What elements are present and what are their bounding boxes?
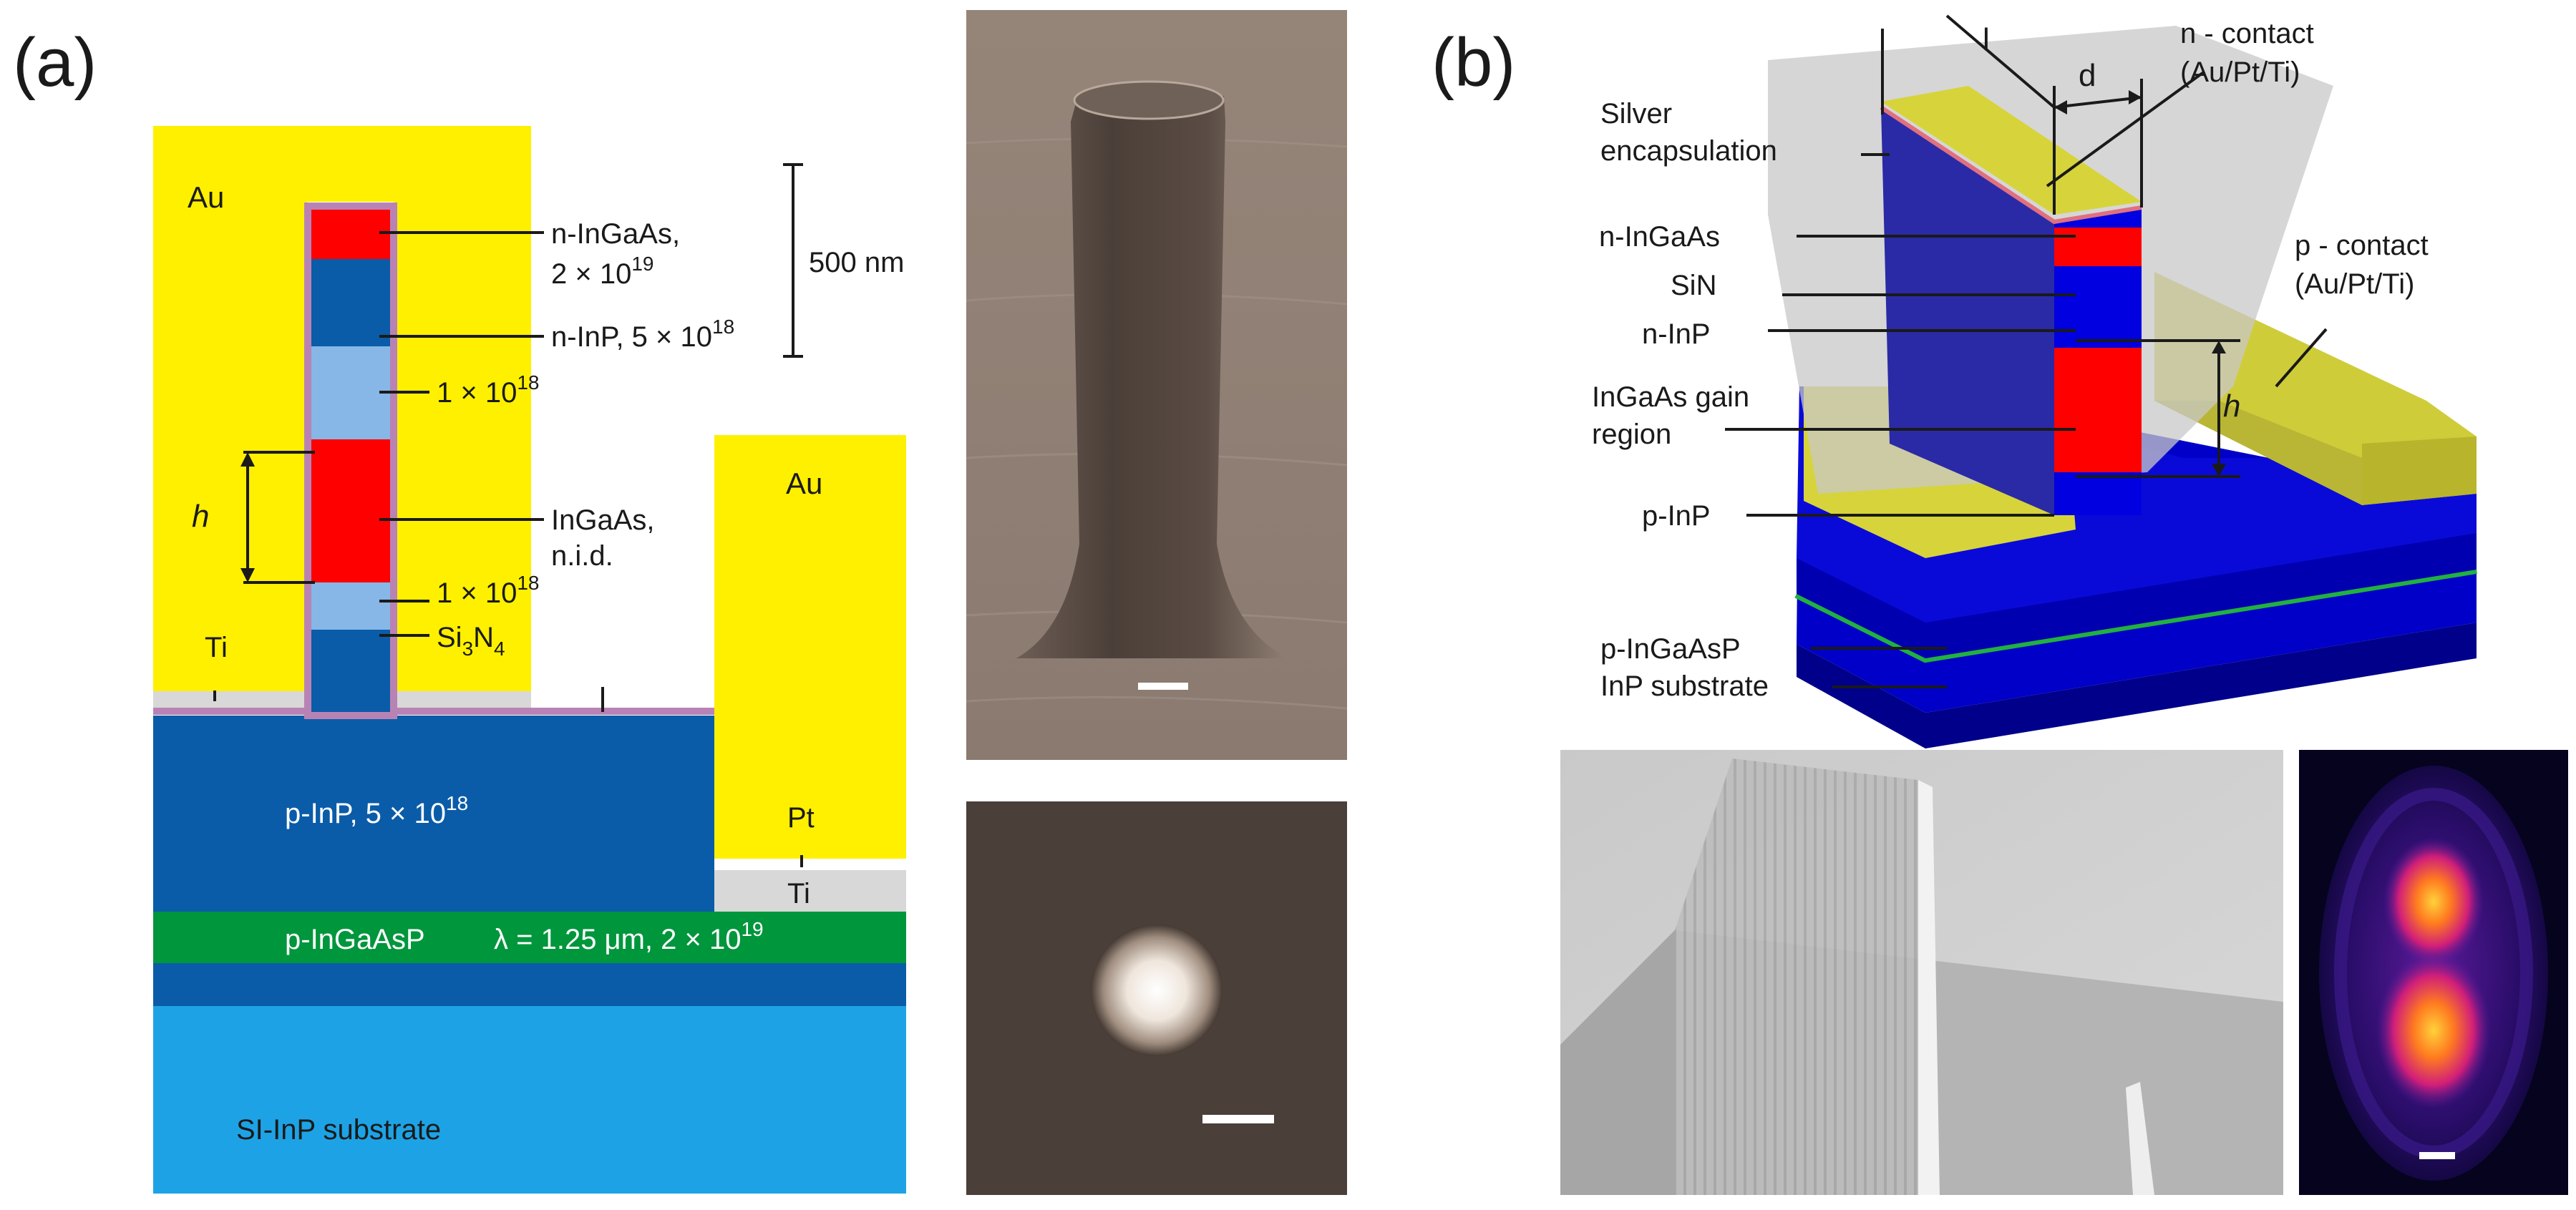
au-left-label: Au (188, 180, 224, 214)
h-arrow-up-b (2212, 341, 2226, 353)
panel-a-label: (a) (13, 24, 97, 101)
d-label: d (2079, 58, 2096, 93)
pt-label: Pt (787, 802, 815, 834)
h-arrow-down-b (2212, 464, 2226, 477)
right-contact-shadow (2154, 401, 2362, 505)
d-arrow-left (2054, 100, 2067, 114)
n-inp-b-label: n-InP (1642, 318, 1711, 350)
n-contact-material: (Au/Pt/Ti) (2180, 57, 2300, 88)
p-inp-side (1797, 533, 2477, 658)
gain-label-1: InGaAs gain (1592, 381, 1749, 413)
inp-substrate-b-label: InP substrate (1600, 670, 1769, 702)
p-inp-b-label: p-InP (1642, 500, 1711, 532)
h-label-a: h (192, 499, 209, 534)
p-ingaasp-b-label: p-InGaAsP (1600, 633, 1741, 665)
p-inp-thin-layer (153, 963, 906, 1006)
nid-label: n.i.d. (551, 540, 613, 572)
l-label: l (1983, 22, 1990, 57)
pillar-p-inp (308, 630, 394, 716)
panel-b: (b) (1432, 14, 2477, 748)
panel-a: (a) (13, 24, 906, 1194)
n-ingaas-doping: 2 × 1019 (551, 253, 653, 290)
right-contact-side (2362, 436, 2477, 505)
h-label-b: h (2223, 389, 2240, 424)
spot-scalebar (1202, 1115, 1274, 1123)
doping2-label: 1 × 1018 (437, 572, 539, 609)
p-inp-layer (153, 716, 714, 912)
pillar-ingaas-active (308, 439, 394, 582)
au-right-label: Au (786, 467, 822, 500)
p-contact-material: (Au/Pt/Ti) (2295, 268, 2414, 300)
pillar-n-inp (308, 259, 394, 346)
sem-ridge-image (1560, 750, 2283, 1195)
substrate-label: SI-InP substrate (236, 1114, 441, 1146)
p-contact-label: p - contact (2295, 230, 2429, 261)
mode-scalebar (2419, 1152, 2455, 1159)
mode-profile-image (2299, 750, 2568, 1195)
ridge-n-ingaas (2054, 228, 2142, 266)
h-arrow-down (240, 568, 255, 582)
near-field-spot-image (966, 801, 1347, 1195)
ridge-side-face (1881, 107, 2054, 515)
silver-label-2: encapsulation (1600, 135, 1777, 167)
ridge-gain-region (2054, 348, 2142, 472)
n-contact-label: n - contact (2180, 18, 2314, 49)
p-inp-label: p-InP, 5 × 1018 (285, 792, 468, 829)
d-arrow-right (2129, 90, 2142, 104)
panel-b-leaders (1725, 14, 2328, 688)
top-n-contact (1881, 86, 2142, 215)
pillar-sin-sidewall (304, 203, 397, 719)
panel-b-label: (b) (1432, 24, 1515, 101)
ridge-sin-edge (1880, 105, 2142, 225)
sem-pillar-scalebar (1138, 683, 1188, 690)
au-right-contact (714, 435, 906, 859)
lambda-label: λ = 1.25 μm, 2 × 1019 (494, 918, 764, 955)
pillar-doped-2 (308, 582, 394, 630)
sin-b-label: SiN (1671, 270, 1716, 301)
substrate-side (1797, 623, 2477, 748)
n-ingaas-b-label: n-InGaAs (1599, 221, 1720, 253)
ti-left-label: Ti (205, 632, 228, 663)
p-ingaasp-label: p-InGaAsP (285, 924, 425, 955)
panel-a-leaders (213, 163, 803, 867)
h-arrow-up (240, 452, 255, 467)
ti-right-label: Ti (787, 878, 810, 909)
ti-right-layer (714, 870, 906, 912)
si3n4-label: Si3N4 (437, 622, 505, 660)
doping1-label: 1 × 1018 (437, 371, 539, 409)
ingaas-label: InGaAs, (551, 504, 655, 536)
scale-label: 500 nm (809, 247, 904, 278)
n-inp-label: n-InP, 5 × 1018 (551, 316, 734, 353)
sem-pillar-image (966, 10, 1348, 760)
silver-label-1: Silver (1600, 98, 1672, 130)
p-ingaasp-layer (153, 912, 906, 963)
substrate-layer (153, 1006, 906, 1194)
pt-layer (714, 859, 906, 870)
n-ingaas-label: n-InGaAs, (551, 218, 680, 250)
gain-label-2: region (1592, 419, 1671, 450)
